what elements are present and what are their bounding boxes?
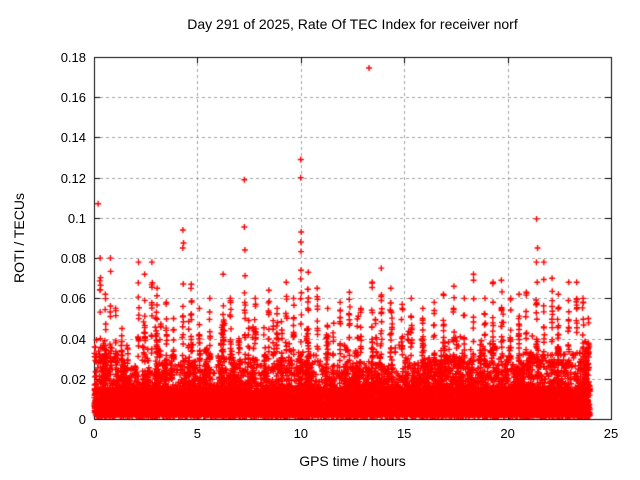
x-tick-label: 25: [603, 426, 619, 441]
y-tick-label: 0.08: [60, 251, 86, 267]
x-tick-label: 10: [293, 426, 309, 441]
x-tick-label: 5: [193, 426, 201, 441]
x-tick-label: 0: [90, 426, 98, 441]
y-tick-label: 0.18: [60, 50, 86, 65]
x-tick-label: 20: [500, 426, 515, 441]
y-tick-label: 0.02: [60, 371, 86, 387]
chart-title: Day 291 of 2025, Rate Of TEC Index for r…: [187, 16, 518, 32]
x-tick-label: 15: [396, 426, 412, 441]
y-tick-label: 0.1: [67, 210, 86, 226]
y-tick-label: 0.04: [60, 331, 86, 347]
y-tick-label: 0.16: [60, 90, 86, 106]
y-tick-label: 0: [78, 412, 86, 427]
y-tick-label: 0.14: [60, 130, 86, 146]
x-axis-label: GPS time / hours: [299, 453, 406, 469]
y-tick-label: 0.06: [60, 291, 86, 307]
y-axis-label: ROTI / TECUs: [11, 193, 27, 283]
y-tick-label: 0.12: [60, 170, 86, 186]
